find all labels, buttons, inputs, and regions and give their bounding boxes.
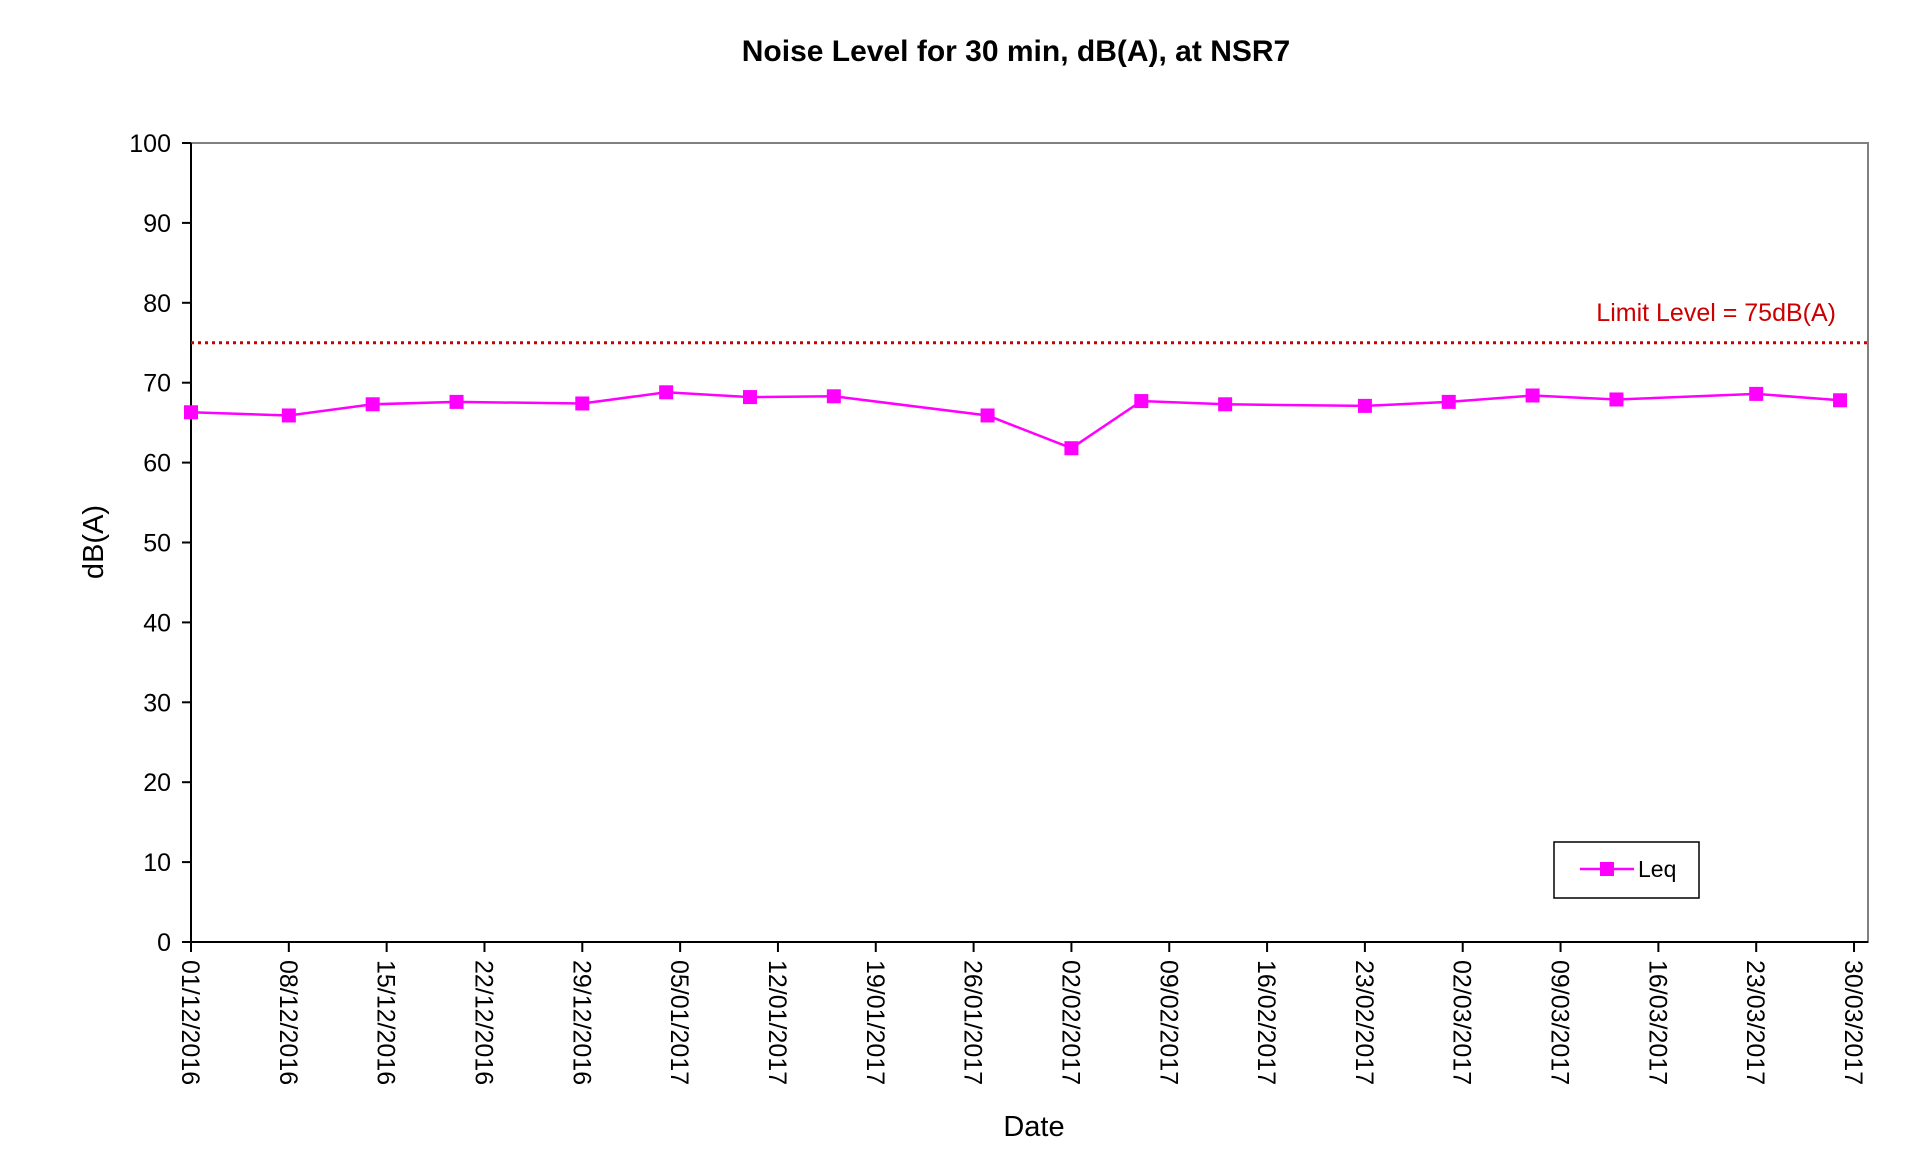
- leq-point-2: [365, 397, 380, 412]
- y-tick-label-5: 50: [143, 530, 171, 558]
- y-tick-label-4: 40: [143, 609, 171, 637]
- y-tick-label-3: 30: [143, 689, 171, 717]
- y-tick-label-10: 100: [129, 130, 171, 158]
- leq-point-3: [449, 394, 464, 409]
- leq-point-8: [980, 408, 995, 423]
- leq-point-10: [1134, 394, 1149, 409]
- y-tick-label-2: 20: [143, 769, 171, 797]
- y-tick-label-6: 60: [143, 450, 171, 478]
- leq-point-11: [1218, 397, 1233, 412]
- leq-point-7: [826, 389, 841, 404]
- x-axis-label: Date: [1003, 1111, 1064, 1143]
- x-tick-label-13: 02/03/2017: [1448, 960, 1476, 1085]
- x-tick-label-9: 02/02/2017: [1056, 960, 1084, 1085]
- leq-point-9: [1064, 441, 1079, 456]
- leq-point-5: [659, 385, 674, 400]
- x-axis-ticks: 01/12/2016 08/12/2016 15/12/2016 22/12/2016…: [176, 942, 1867, 1085]
- leq-point-13: [1441, 394, 1456, 409]
- x-tick-label-10: 09/02/2017: [1154, 960, 1182, 1085]
- legend: Leq: [1553, 841, 1700, 899]
- leq-point-16: [1749, 386, 1764, 401]
- leq-series-markers: [184, 385, 1848, 456]
- limit-level-label: Limit Level = 75dB(A): [1596, 299, 1836, 327]
- chart-title: Noise Level for 30 min, dB(A), at NSR7: [742, 35, 1290, 68]
- leq-point-14: [1525, 388, 1540, 403]
- leq-point-4: [575, 396, 590, 411]
- x-tick-label-1: 08/12/2016: [274, 960, 302, 1085]
- leq-point-6: [743, 390, 757, 405]
- x-tick-label-16: 23/03/2017: [1741, 960, 1769, 1085]
- x-tick-label-3: 22/12/2016: [469, 960, 497, 1085]
- leq-point-15: [1609, 392, 1624, 407]
- y-tick-label-0: 0: [157, 929, 171, 957]
- leq-point-12: [1357, 398, 1372, 413]
- legend-marker-swatch: [1600, 862, 1614, 876]
- leq-point-0: [184, 405, 198, 420]
- legend-label-leq: Leq: [1638, 856, 1676, 882]
- leq-series-line: [190, 391, 1841, 450]
- x-tick-label-14: 09/03/2017: [1546, 960, 1574, 1085]
- leq-point-1: [281, 408, 296, 423]
- leq-point-17: [1833, 393, 1848, 408]
- x-tick-label-12: 23/02/2017: [1350, 960, 1378, 1085]
- x-tick-label-2: 15/12/2016: [372, 960, 400, 1085]
- plot-area: [190, 142, 1869, 943]
- x-tick-label-4: 29/12/2016: [567, 960, 595, 1085]
- y-axis-label: dB(A): [78, 505, 110, 579]
- x-tick-label-5: 05/01/2017: [665, 960, 693, 1085]
- x-tick-label-11: 16/02/2017: [1252, 960, 1280, 1085]
- y-tick-label-9: 90: [143, 210, 171, 238]
- y-tick-label-7: 70: [143, 370, 171, 398]
- y-tick-label-8: 80: [143, 290, 171, 318]
- x-tick-label-17: 30/03/2017: [1839, 960, 1867, 1085]
- x-tick-label-8: 26/01/2017: [959, 960, 987, 1085]
- x-tick-label-7: 19/01/2017: [861, 960, 889, 1085]
- x-tick-label-6: 12/01/2017: [763, 960, 791, 1085]
- x-tick-label-0: 01/12/2016: [176, 960, 204, 1085]
- x-tick-label-15: 16/03/2017: [1643, 960, 1671, 1085]
- y-axis-ticks: 0 10 20 30 40 50 60 70 80 90 100: [129, 130, 191, 957]
- y-tick-label-1: 10: [143, 849, 171, 877]
